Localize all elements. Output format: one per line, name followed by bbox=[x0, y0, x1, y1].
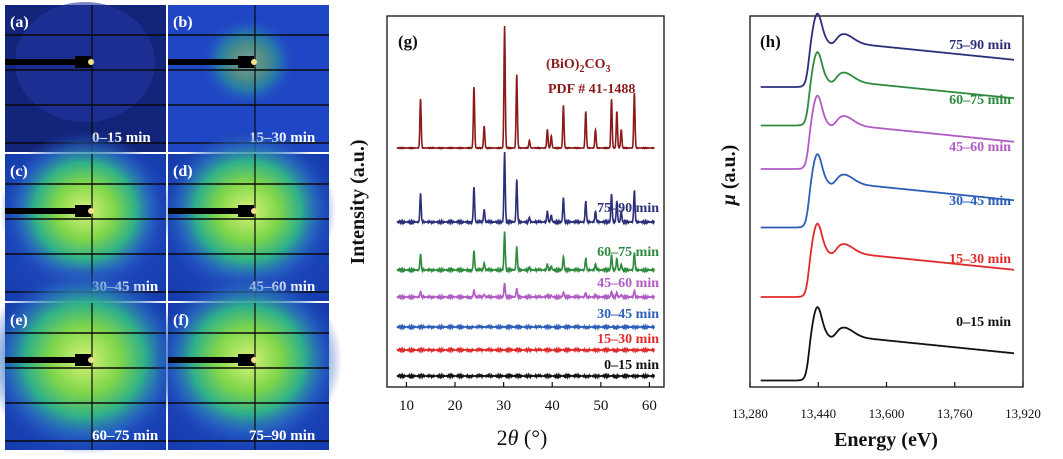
saxs-panel-6: (f) 75–90 min bbox=[154, 270, 342, 450]
xas-series-label: 0–15 min bbox=[956, 315, 1011, 330]
saxs-panel-label: (e) bbox=[10, 312, 28, 329]
xas-x-tick-label: 13,440 bbox=[800, 406, 836, 421]
xrd-x-tick-label: 60 bbox=[642, 398, 657, 414]
xas-spectrum-line bbox=[760, 153, 1015, 229]
beamstop bbox=[75, 205, 91, 217]
beam-center bbox=[251, 208, 257, 214]
xas-spectrum-line bbox=[760, 12, 1015, 88]
saxs-panel-1: (a)0–15 min bbox=[5, 2, 166, 152]
xas-series-label: 60–75 min bbox=[949, 93, 1011, 108]
saxs-panel-label: (c) bbox=[10, 163, 28, 180]
saxs-time-label: 75–90 min bbox=[249, 428, 316, 444]
beam-center bbox=[251, 59, 257, 65]
beamstop-arm bbox=[168, 208, 246, 214]
xrd-x-tick-label: 30 bbox=[496, 398, 511, 414]
xas-spectrum-line bbox=[760, 306, 1015, 382]
xas-series-label: 15–30 min bbox=[949, 252, 1011, 267]
beamstop-arm bbox=[5, 357, 83, 363]
beam-center bbox=[251, 357, 257, 363]
xrd-panel: (g) (BiO)2CO3 PDF # 41-1488 75–90 min 60–… bbox=[347, 15, 665, 450]
xrd-series-label: 60–75 min bbox=[597, 245, 659, 260]
beamstop bbox=[238, 205, 254, 217]
xas-spectrum-line bbox=[760, 94, 1015, 170]
xas-panel-label: (h) bbox=[760, 32, 781, 51]
xrd-reference-formula: (BiO)2CO3 bbox=[546, 57, 610, 75]
xrd-frame bbox=[386, 15, 665, 388]
beamstop bbox=[238, 354, 254, 366]
beamstop bbox=[75, 56, 91, 68]
xas-spectrum-line bbox=[760, 51, 1015, 127]
saxs-time-label: 60–75 min bbox=[92, 428, 159, 444]
beamstop bbox=[238, 56, 254, 68]
xrd-x-tick-label: 50 bbox=[593, 398, 608, 414]
xas-series-label: 75–90 min bbox=[949, 38, 1011, 53]
xas-panel: (h) 75–90 min 60–75 min 45–60 min 30–45 min… bbox=[718, 12, 1041, 451]
xas-series-label: 30–45 min bbox=[949, 194, 1011, 209]
xrd-pattern-line bbox=[396, 372, 656, 380]
xrd-pattern-line bbox=[396, 151, 656, 226]
beam-center bbox=[88, 59, 94, 65]
xas-x-axis-label: Energy (eV) bbox=[834, 429, 938, 451]
xrd-pattern-line bbox=[396, 323, 656, 331]
beam-center bbox=[88, 208, 94, 214]
xrd-x-tick-label: 10 bbox=[399, 398, 414, 414]
saxs-panel-label: (b) bbox=[173, 14, 193, 31]
beamstop-arm bbox=[5, 208, 83, 214]
beamstop-arm bbox=[168, 59, 246, 65]
xrd-y-axis-label: Intensity (a.u.) bbox=[347, 139, 369, 264]
saxs-image-grid: (a)0–15 min(b)15–30 min(c)30–45 min(d)45… bbox=[0, 2, 342, 455]
xrd-series-label: 30–45 min bbox=[597, 307, 659, 322]
xrd-x-tick-label: 20 bbox=[448, 398, 463, 414]
xas-spectra bbox=[760, 12, 1015, 382]
xas-series-label: 45–60 min bbox=[949, 140, 1011, 155]
xrd-series-labels: 75–90 min 60–75 min 45–60 min 30–45 min 15–3… bbox=[597, 201, 659, 373]
beamstop-arm bbox=[168, 357, 246, 363]
saxs-panel-label: (f) bbox=[173, 312, 189, 329]
xrd-series-label: 75–90 min bbox=[597, 201, 659, 216]
beamstop-arm bbox=[5, 59, 83, 65]
xrd-x-axis-label: 2θ (°) bbox=[497, 425, 548, 450]
beam-center bbox=[88, 357, 94, 363]
xrd-series-label: 0–15 min bbox=[604, 358, 659, 373]
saxs-panel-label: (a) bbox=[10, 14, 29, 31]
xrd-patterns bbox=[396, 25, 656, 380]
xas-spectrum-line bbox=[760, 222, 1015, 298]
xrd-series-label: 45–60 min bbox=[597, 276, 659, 291]
saxs-panel-label: (d) bbox=[173, 163, 193, 180]
xas-x-tick-label: 13,920 bbox=[1005, 406, 1041, 421]
xas-x-tick-label: 13,280 bbox=[732, 406, 768, 421]
xas-x-ticks: 13,280 13,440 13,600 13,760 13,920 bbox=[732, 382, 1041, 421]
xas-series-labels: 75–90 min 60–75 min 45–60 min 30–45 min 15–3… bbox=[949, 38, 1011, 330]
xrd-reference-pdf: PDF # 41-1488 bbox=[548, 82, 635, 97]
xrd-pattern-line bbox=[396, 231, 656, 274]
xrd-pattern-line bbox=[396, 282, 656, 301]
xrd-pattern-line bbox=[396, 346, 656, 354]
xas-y-axis-label: μ (a.u.) bbox=[718, 145, 740, 207]
xrd-series-label: 15–30 min bbox=[597, 332, 659, 347]
xrd-x-tick-label: 40 bbox=[545, 398, 560, 414]
xas-x-tick-label: 13,600 bbox=[869, 406, 905, 421]
xrd-x-ticks: 10 20 30 40 50 60 bbox=[399, 382, 657, 414]
beamstop bbox=[75, 354, 91, 366]
xas-x-tick-label: 13,760 bbox=[937, 406, 973, 421]
xrd-reference-pattern bbox=[396, 25, 655, 150]
saxs-panel-5: (e) 60–75 min bbox=[0, 265, 185, 455]
xrd-panel-label: (g) bbox=[398, 32, 418, 51]
